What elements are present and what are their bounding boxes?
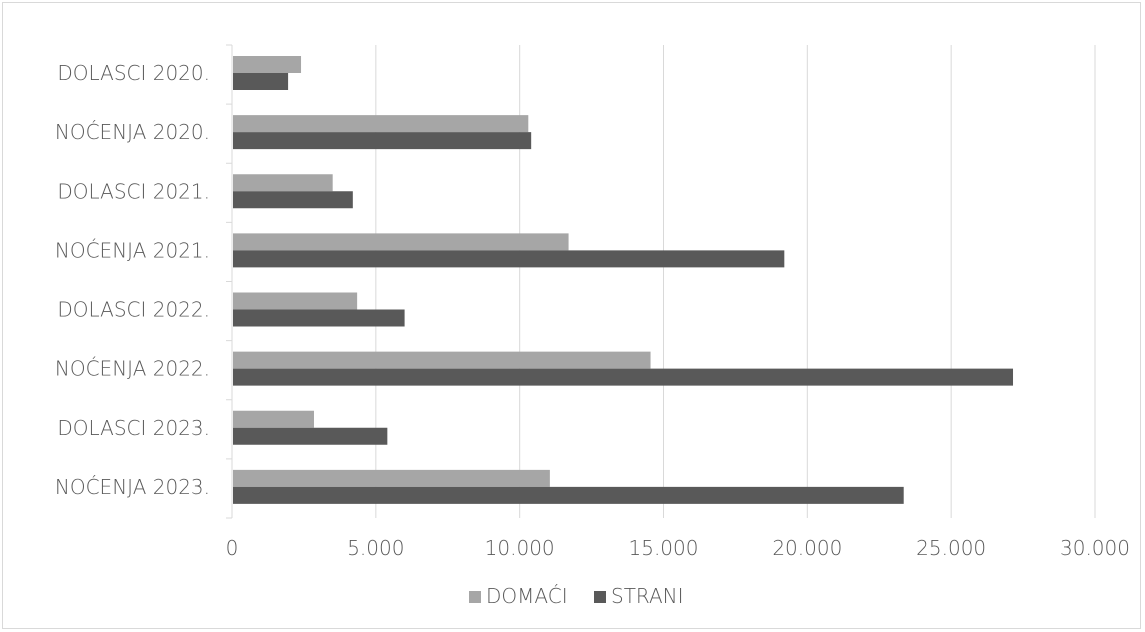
bar-domaći (233, 174, 333, 192)
category-label: NOĆENJA 2021. (55, 238, 210, 262)
bar-domaći (233, 56, 302, 73)
category-label: NOĆENJA 2023. (55, 475, 210, 499)
category-label: DOLASCI 2023. (57, 416, 210, 440)
bar-strani (233, 486, 904, 504)
category-label: DOLASCI 2022. (57, 298, 210, 322)
category-label: DOLASCI 2020. (57, 61, 210, 85)
bars (233, 56, 1014, 504)
bar-domaći (233, 469, 550, 487)
bar-domaći (233, 292, 358, 310)
x-tick-label: 25.000 (916, 536, 986, 560)
x-tick-label: 15.000 (629, 536, 699, 560)
x-tick-label: 20.000 (772, 536, 842, 560)
bar-chart: DOLASCI 2020. NOĆENJA 2020. DOLASCI 2021. N… (55, 44, 1130, 608)
bar-domaći (233, 115, 529, 133)
bar-strani (233, 132, 532, 150)
category-labels: DOLASCI 2020. NOĆENJA 2020. DOLASCI 2021. N… (55, 61, 210, 499)
category-label: NOĆENJA 2020. (55, 120, 210, 144)
legend-swatch (594, 591, 606, 603)
bar-strani (233, 73, 289, 90)
x-tick-label: 0 (226, 536, 239, 560)
bar-domaći (233, 233, 569, 251)
bar-strani (233, 250, 785, 268)
bar-strani (233, 309, 405, 327)
legend-label: DOMAĆI (486, 584, 568, 608)
x-tick-label: 30.000 (1060, 536, 1130, 560)
x-tick-label: 5.000 (347, 536, 404, 560)
category-axis (226, 44, 233, 519)
x-tick-label: 10.000 (485, 536, 555, 560)
legend-entry: DOMAĆI (469, 584, 568, 608)
bar-strani (233, 427, 388, 445)
category-label: NOĆENJA 2022. (55, 357, 210, 381)
bar-strani (233, 368, 1014, 386)
legend-label: STRANI (611, 584, 684, 608)
bar-domaći (233, 351, 651, 369)
legend-entry: STRANI (594, 584, 684, 608)
x-tick-labels: 0 5.000 10.000 15.000 20.000 25.000 30.000 (226, 536, 1130, 560)
bar-domaći (233, 410, 314, 428)
legend: DOMAĆI STRANI (469, 584, 684, 608)
category-label: DOLASCI 2021. (57, 179, 210, 203)
bar-strani (233, 191, 353, 209)
legend-swatch (469, 591, 481, 603)
